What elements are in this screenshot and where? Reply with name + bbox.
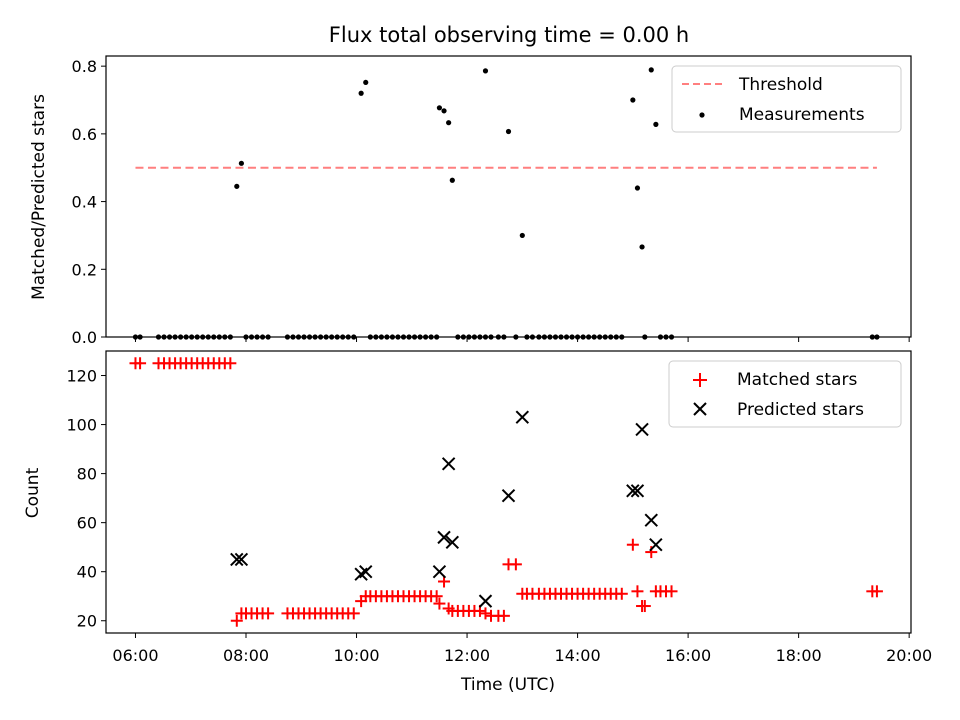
predicted-star-point	[230, 552, 244, 567]
measurement-point	[449, 177, 455, 183]
top-axis-ticks: 0.0 0.2 0.4 0.6 0.8	[72, 57, 910, 347]
measurements-legend-label: Measurements	[739, 105, 865, 125]
matched-star-point	[479, 607, 492, 620]
measurements-legend-marker	[699, 112, 705, 118]
bottom-y-tick-label: 40	[77, 563, 97, 582]
matched-star-point	[224, 357, 237, 370]
predicted-star-point	[515, 410, 530, 424]
predicted-star-point	[626, 484, 640, 498]
matched-legend-marker	[693, 373, 707, 387]
matched-star-point	[509, 558, 522, 571]
measurement-point	[446, 120, 452, 126]
measurement-point	[519, 232, 525, 239]
measurement-point	[358, 90, 364, 96]
matched-legend-label: Matched stars	[737, 370, 857, 390]
top-y-tick-label: 0.4	[72, 193, 97, 212]
bottom-legend: Matched stars Predicted stars	[668, 360, 902, 428]
measurement-point	[505, 128, 512, 135]
top-panel: Flux total observing time = 0.00 h Match…	[29, 23, 912, 347]
predicted-star-point	[644, 513, 658, 527]
bottom-y-tick-label: 80	[77, 465, 97, 484]
bottom-x-tick-label: 18:00	[776, 646, 822, 665]
matched-star-point	[615, 587, 628, 600]
measurement-point	[634, 185, 641, 191]
predicted-star-point	[501, 488, 516, 503]
count-points	[129, 357, 883, 627]
top-y-tick-label: 0.2	[72, 260, 97, 279]
measurement-point	[630, 97, 636, 103]
threshold-legend-label: Threshold	[738, 75, 823, 95]
measurement-point	[648, 67, 654, 73]
matched-star-point	[262, 607, 275, 620]
predicted-star-point	[437, 530, 451, 545]
bottom-axis-ticks: 20 40 60 80 100 120 06:00 08:00 10:00 12:00 14:00 1…	[66, 367, 932, 665]
measurement-point	[482, 68, 489, 74]
bottom-y-tick-label: 100	[66, 416, 97, 435]
matched-star-point	[430, 590, 443, 603]
measurement-point	[436, 105, 443, 111]
bottom-legend-box	[668, 360, 902, 428]
top-y-tick-label: 0.8	[72, 57, 97, 76]
matched-star-point	[665, 585, 678, 598]
bottom-panel: Count Time (UTC) 20 40 60 80 100 120 06:00 08:0…	[23, 350, 932, 695]
measurement-point	[653, 121, 659, 127]
matched-star-point	[870, 585, 883, 598]
bottom-x-tick-label: 14:00	[555, 646, 601, 665]
top-y-tick-label: 0.0	[72, 328, 97, 347]
top-legend: Threshold Measurements	[671, 65, 902, 133]
bottom-x-tick-label: 06:00	[112, 646, 158, 665]
matched-star-point	[347, 607, 360, 620]
predicted-star-point	[441, 457, 456, 471]
top-legend-box	[671, 65, 902, 133]
measurement-point	[441, 108, 447, 114]
bottom-x-tick-label: 16:00	[665, 646, 711, 665]
matched-star-point	[134, 357, 147, 370]
top-y-tick-label: 0.6	[72, 125, 97, 144]
bottom-plot-frame	[105, 350, 912, 634]
measurement-point	[363, 79, 369, 86]
matched-star-point	[497, 609, 510, 622]
matched-star-point	[230, 614, 243, 627]
bottom-y-axis-label: Count	[23, 467, 43, 518]
bottom-y-tick-label: 120	[66, 367, 97, 386]
bottom-y-tick-label: 60	[77, 514, 97, 533]
top-y-axis-label: Matched/Predicted stars	[29, 94, 49, 300]
bottom-x-tick-label: 12:00	[444, 646, 490, 665]
predicted-star-point	[359, 564, 373, 579]
matched-star-point	[638, 600, 651, 613]
top-plot-frame	[105, 55, 912, 338]
predicted-star-point	[234, 552, 249, 567]
matched-star-point	[433, 597, 446, 610]
bottom-x-tick-label: 08:00	[223, 646, 269, 665]
predicted-star-point	[649, 538, 663, 552]
predicted-star-point	[432, 564, 447, 579]
bottom-x-tick-label: 20:00	[886, 646, 932, 665]
measurement-point	[234, 183, 240, 189]
measurement-point	[238, 160, 244, 166]
predicted-legend-label: Predicted stars	[737, 400, 864, 420]
matched-star-point	[631, 585, 644, 598]
predicted-star-point	[630, 484, 645, 498]
bottom-y-tick-label: 20	[77, 612, 97, 631]
matched-star-point	[626, 538, 639, 551]
top-chart-title: Flux total observing time = 0.00 h	[329, 23, 689, 47]
predicted-legend-marker	[693, 402, 707, 416]
measurement-point	[639, 244, 645, 250]
predicted-star-point	[478, 594, 493, 608]
predicted-star-point	[445, 535, 460, 549]
bottom-x-tick-label: 10:00	[333, 646, 379, 665]
bottom-x-axis-label: Time (UTC)	[460, 675, 555, 695]
predicted-star-point	[635, 422, 649, 437]
matched-star-point	[645, 546, 658, 559]
